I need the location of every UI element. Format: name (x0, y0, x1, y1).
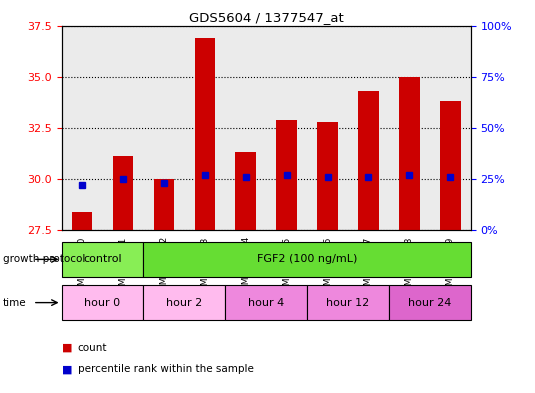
Bar (62, 242, 143, 277)
Bar (266, 26, 307, 230)
Bar (143, 26, 184, 230)
Bar (103, 26, 143, 230)
Text: ■: ■ (62, 343, 72, 353)
Text: percentile rank within the sample: percentile rank within the sample (78, 364, 254, 375)
Bar (225, 26, 266, 230)
Bar (389, 285, 471, 320)
Bar (62, 285, 143, 320)
Bar (184, 26, 225, 230)
Bar (62, 26, 103, 230)
Bar (143, 242, 471, 277)
Bar (348, 26, 389, 230)
Text: ■: ■ (62, 364, 72, 375)
Bar (307, 285, 389, 320)
Text: FGF2 (100 ng/mL): FGF2 (100 ng/mL) (257, 254, 357, 264)
Text: count: count (78, 343, 107, 353)
Bar (195, 38, 215, 230)
Text: hour 2: hour 2 (166, 298, 202, 308)
Bar (317, 121, 338, 230)
Bar (113, 156, 133, 230)
Bar (277, 119, 297, 230)
Title: GDS5604 / 1377547_at: GDS5604 / 1377547_at (189, 11, 343, 24)
Text: hour 12: hour 12 (326, 298, 370, 308)
Bar (358, 91, 379, 230)
Bar (440, 101, 461, 230)
Bar (430, 26, 471, 230)
Text: hour 0: hour 0 (85, 298, 120, 308)
Bar (399, 77, 419, 230)
Bar (72, 211, 92, 230)
Text: hour 24: hour 24 (408, 298, 452, 308)
Bar (225, 285, 307, 320)
Text: time: time (3, 298, 26, 308)
Text: growth protocol: growth protocol (3, 254, 85, 264)
Bar (235, 152, 256, 230)
Bar (389, 26, 430, 230)
Bar (154, 179, 174, 230)
Bar (143, 285, 225, 320)
Bar (307, 26, 348, 230)
Text: hour 4: hour 4 (248, 298, 284, 308)
Text: control: control (83, 254, 122, 264)
